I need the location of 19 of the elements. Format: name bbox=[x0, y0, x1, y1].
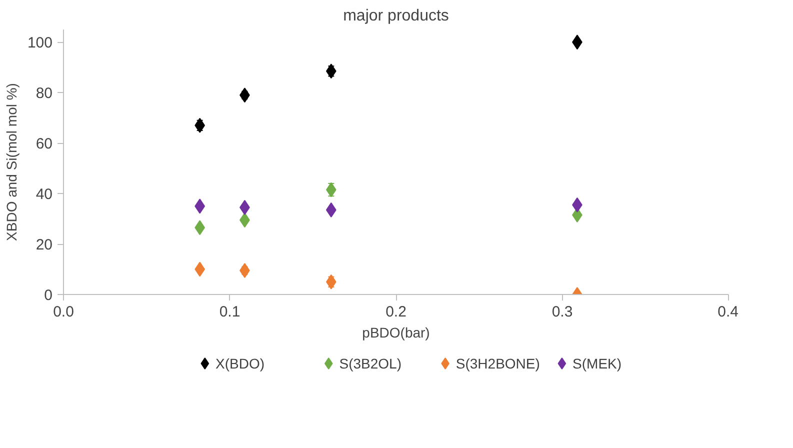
legend-label: X(BDO) bbox=[216, 356, 265, 372]
y-tick-label: 40 bbox=[36, 186, 53, 204]
legend-label: S(3H2BONE) bbox=[456, 356, 540, 372]
x-tick-label: 0.3 bbox=[552, 304, 573, 320]
legend-label: S(MEK) bbox=[572, 356, 622, 372]
y-tick-label: 100 bbox=[27, 34, 53, 52]
legend-label: S(3B2OL) bbox=[339, 356, 402, 372]
y-tick-label: 80 bbox=[36, 85, 53, 102]
x-tick-label: 0.1 bbox=[219, 304, 240, 320]
y-tick-label: 60 bbox=[36, 136, 53, 153]
x-tick-label: 0.4 bbox=[718, 304, 739, 320]
point bbox=[326, 202, 336, 218]
x-axis-title: pBDO(bar) bbox=[362, 324, 430, 340]
y-tick-label: 20 bbox=[36, 236, 53, 254]
y-axis-title: XBDO and Si(mol mol %) bbox=[3, 83, 20, 241]
x-tick-label: 0.2 bbox=[386, 304, 406, 320]
y-tick-label: 0 bbox=[44, 287, 52, 304]
x-tick-label: 0.0 bbox=[53, 304, 74, 320]
chart-title: major products bbox=[343, 8, 449, 24]
